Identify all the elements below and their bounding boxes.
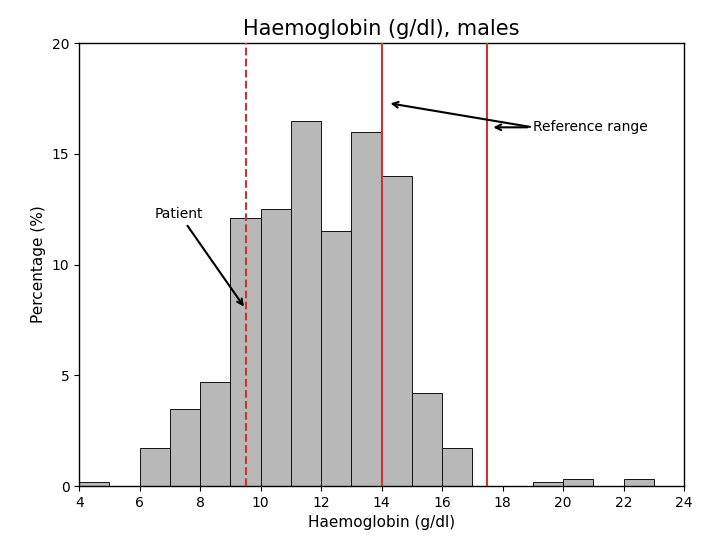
Bar — [442, 448, 472, 486]
Title: Haemoglobin (g/dl), males: Haemoglobin (g/dl), males — [243, 19, 520, 39]
Bar — [382, 176, 412, 486]
Bar — [261, 209, 291, 486]
Bar — [321, 231, 351, 486]
X-axis label: Haemoglobin (g/dl): Haemoglobin (g/dl) — [308, 515, 455, 530]
Text: Reference range: Reference range — [495, 120, 647, 134]
Bar — [79, 482, 109, 486]
Text: Critical Numbers: Critical Numbers — [11, 11, 185, 29]
Text: Patient: Patient — [155, 207, 243, 305]
Bar — [412, 393, 442, 486]
Y-axis label: Percentage (%): Percentage (%) — [31, 206, 46, 323]
Bar — [170, 408, 200, 486]
Bar — [624, 480, 654, 486]
Bar — [351, 132, 382, 486]
Bar — [200, 382, 230, 486]
Bar — [533, 482, 563, 486]
Bar — [563, 480, 593, 486]
Bar — [291, 120, 321, 486]
Bar — [230, 218, 261, 486]
Bar — [140, 448, 170, 486]
